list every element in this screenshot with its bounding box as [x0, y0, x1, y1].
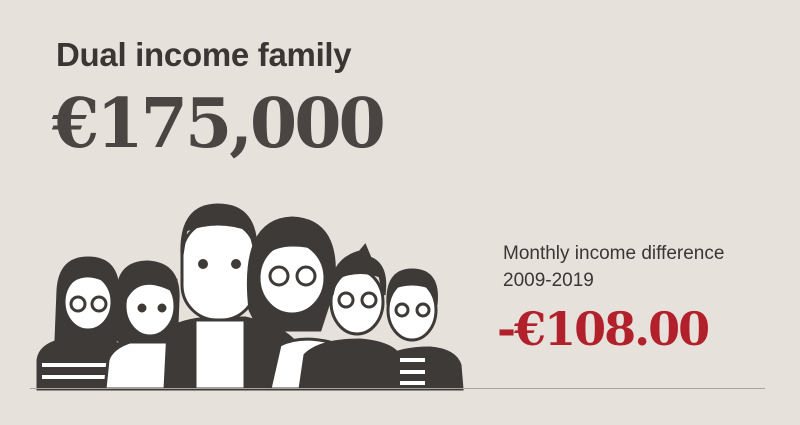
person-man-icon [163, 203, 302, 391]
difference-label-line2: 2009-2019 [503, 270, 594, 291]
family-group-icon [36, 203, 464, 391]
difference-label: Monthly income difference 2009-2019 [503, 240, 724, 294]
difference-value: -€108.00 [497, 302, 710, 356]
person-child-icon [383, 268, 464, 391]
difference-label-line1: Monthly income difference [503, 243, 725, 264]
headline-title: Dual income family [56, 36, 352, 73]
person-boy-glasses-icon [298, 243, 402, 391]
baseline-divider [30, 388, 765, 389]
headline-amount: €175,000 [52, 84, 386, 164]
